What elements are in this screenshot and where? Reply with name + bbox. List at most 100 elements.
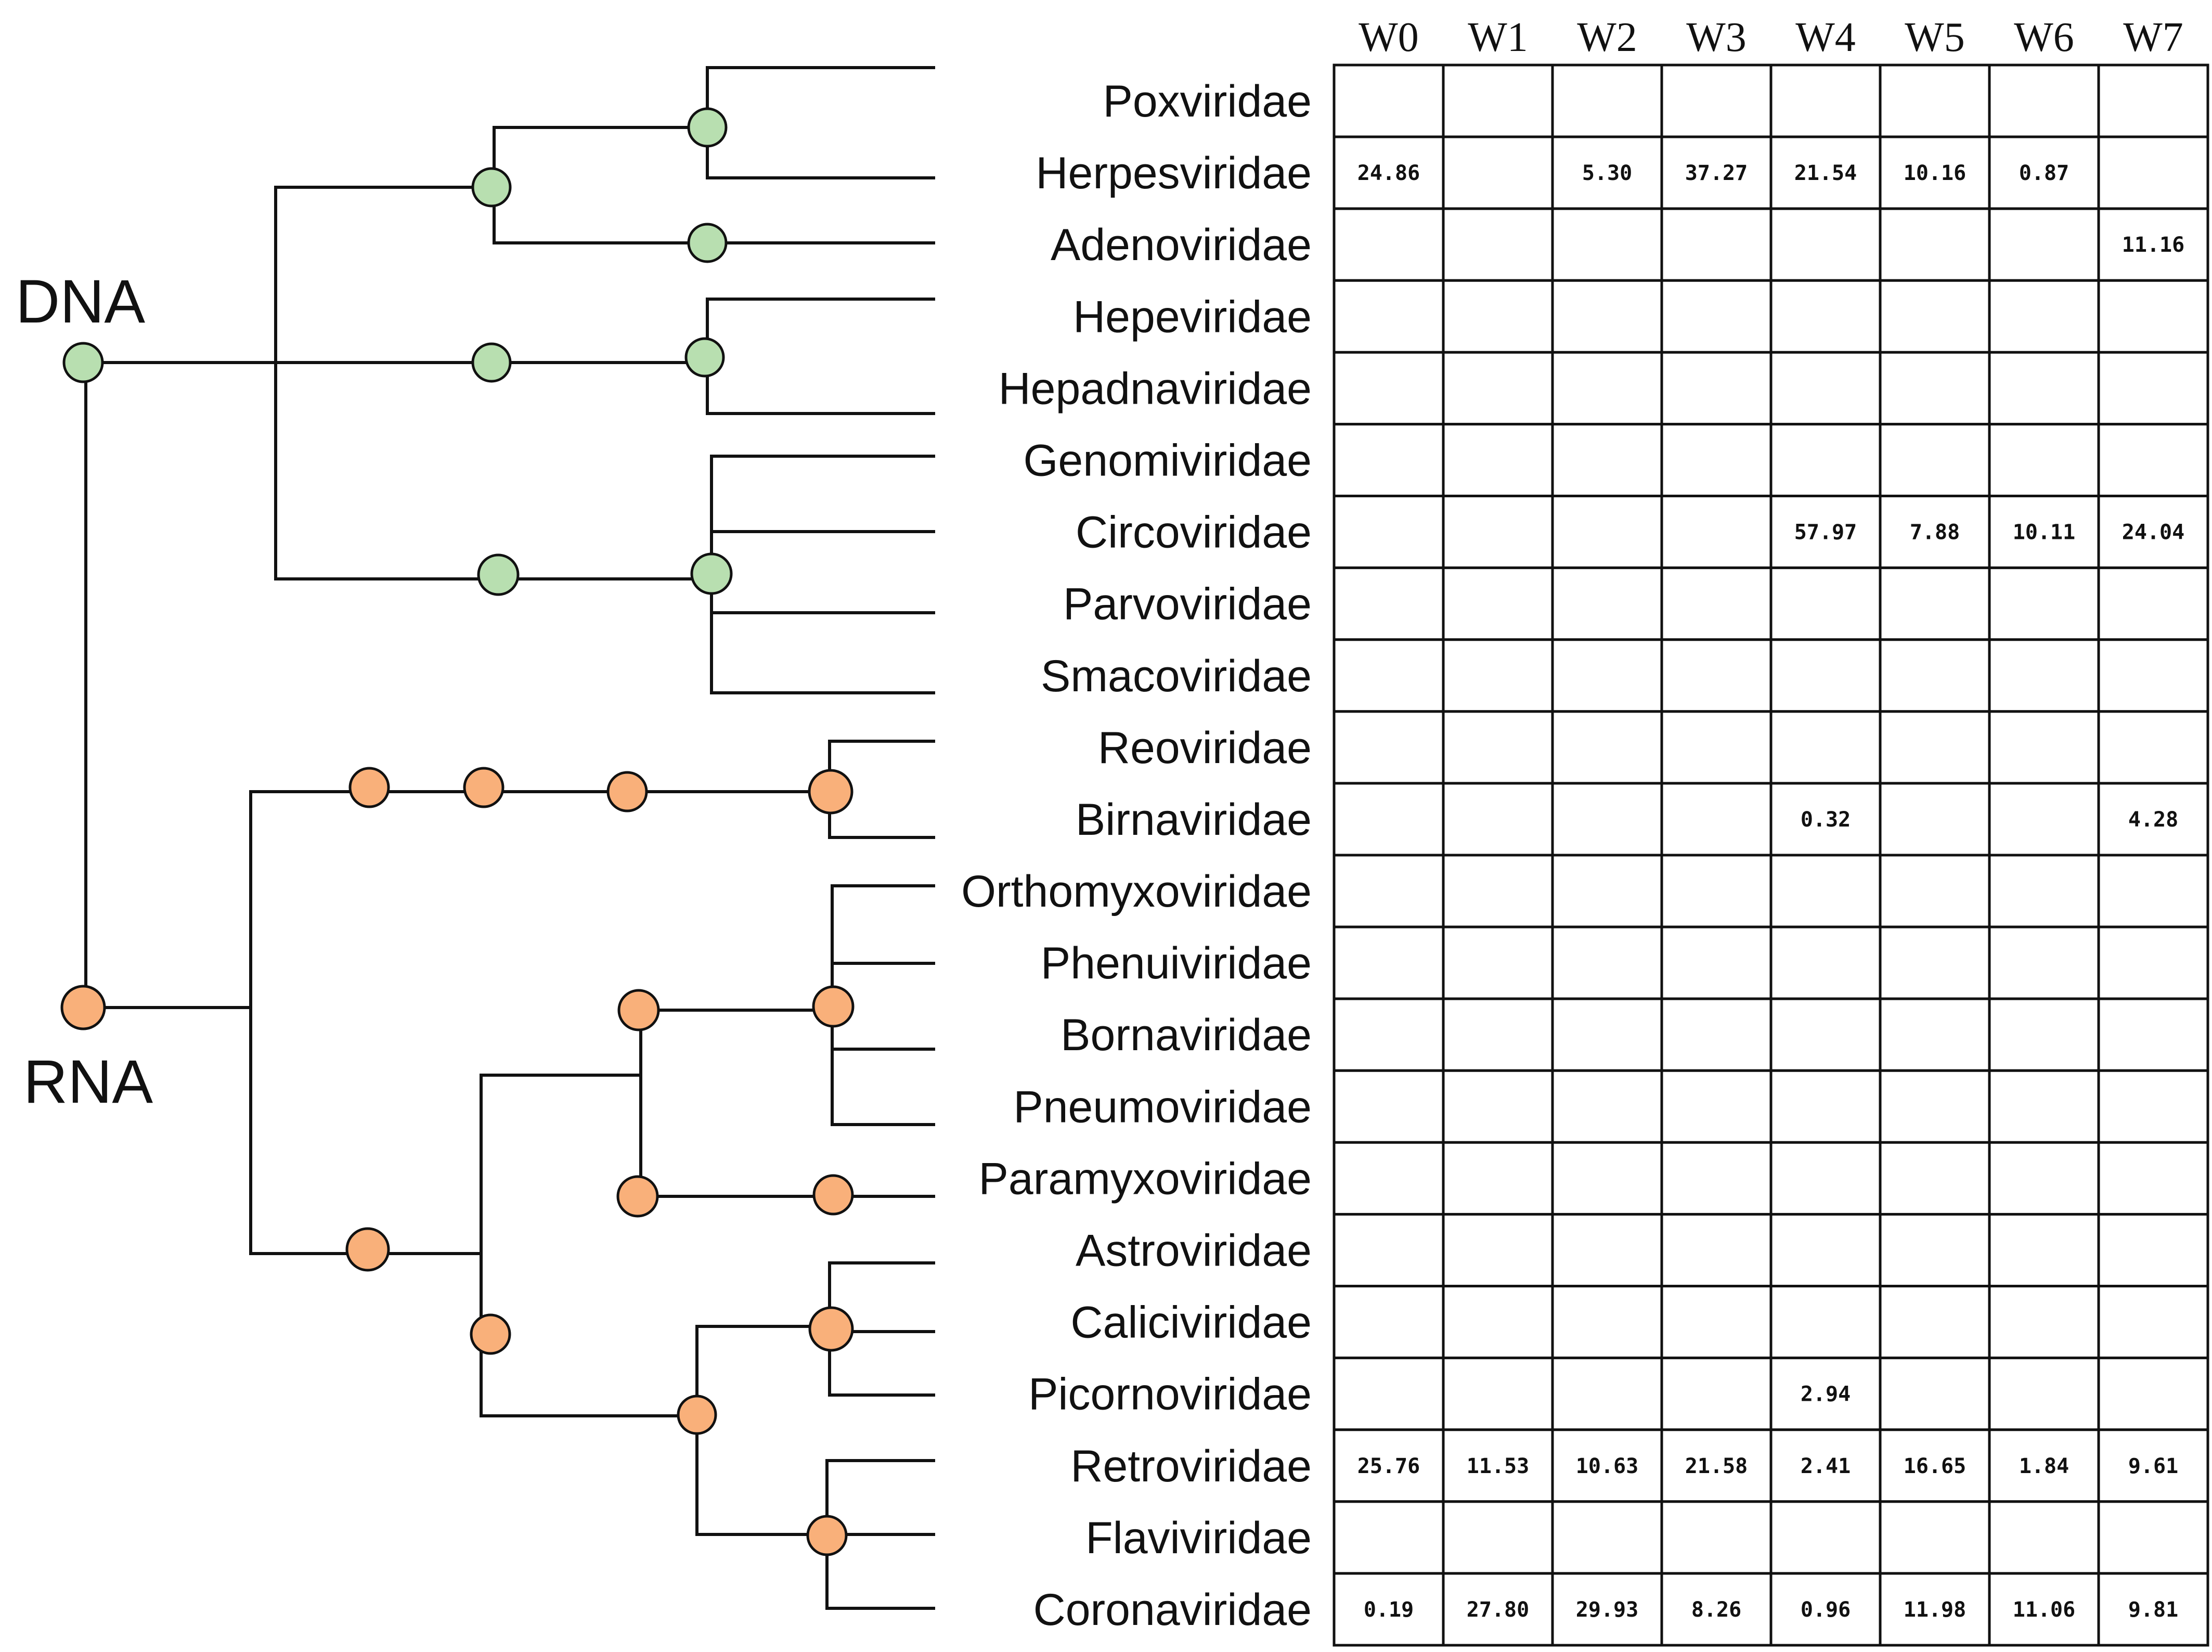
cell-value-label: 24.86 bbox=[1357, 161, 1420, 185]
heatmap-cell bbox=[1879, 997, 1991, 1072]
tree-node bbox=[677, 1395, 717, 1435]
heatmap-cell bbox=[1551, 1500, 1663, 1575]
family-label-phenuiviridae: Phenuiviridae bbox=[1041, 938, 1312, 988]
heatmap-cell bbox=[1442, 1141, 1554, 1216]
heatmap-cell bbox=[1660, 1572, 1773, 1647]
heatmap-cell bbox=[1442, 1572, 1554, 1647]
column-label-w3: W3 bbox=[1686, 15, 1747, 60]
heatmap-cell bbox=[1442, 63, 1554, 138]
tree-node bbox=[345, 1227, 390, 1272]
heatmap-cell bbox=[1769, 854, 1882, 928]
family-labels: Poxviridae Herpesviridae Adenoviridae Hepev… bbox=[961, 76, 1312, 1635]
cell-value-label: 11.16 bbox=[2122, 233, 2184, 257]
heatmap-cell bbox=[1769, 1212, 1882, 1288]
heatmap-cell bbox=[1333, 1428, 1445, 1503]
heatmap-cell bbox=[1769, 1500, 1882, 1575]
heatmap-cell bbox=[1442, 279, 1554, 354]
tree-node bbox=[687, 107, 728, 148]
heatmap-cell bbox=[1879, 495, 1991, 570]
family-label-caliciviridae: Caliciviridae bbox=[1070, 1298, 1312, 1348]
cell-value-label: 57.97 bbox=[1794, 521, 1857, 545]
tree-node bbox=[808, 1306, 854, 1352]
heatmap-cell bbox=[1660, 1069, 1773, 1144]
cell-value-label: 95.39 bbox=[2013, 808, 2075, 832]
heatmap-cell bbox=[1879, 135, 1991, 210]
heatmap-cell bbox=[1333, 63, 1445, 138]
heatmap-cell bbox=[1879, 638, 1991, 713]
cell-value-label: 21.54 bbox=[1794, 161, 1857, 185]
column-label-w7: W7 bbox=[2123, 15, 2183, 60]
heatmap-cell bbox=[1879, 279, 1991, 354]
heatmap-cell bbox=[1551, 422, 1663, 498]
cell-value-label: 0.32 bbox=[1801, 808, 1851, 832]
cell-value-label: 0.96 bbox=[1801, 1598, 1851, 1622]
heatmap-cell bbox=[1769, 925, 1882, 1000]
heatmap-cell bbox=[1769, 997, 1882, 1072]
heatmap-cell bbox=[2097, 1357, 2209, 1431]
heatmap-cell bbox=[1769, 1285, 1882, 1360]
cell-value-label: 27.80 bbox=[1467, 1598, 1529, 1622]
heatmap-cell bbox=[1551, 351, 1663, 425]
heatmap-cell bbox=[1879, 63, 1991, 138]
heatmap-cell bbox=[2097, 1141, 2209, 1216]
heatmap-cell bbox=[1660, 925, 1773, 1000]
heatmap-cell bbox=[1333, 351, 1445, 425]
heatmap-cell bbox=[1769, 422, 1882, 498]
tree-node bbox=[60, 985, 106, 1030]
heatmap-cell bbox=[1660, 1357, 1773, 1431]
heatmap-cell bbox=[1660, 1285, 1773, 1360]
column-label-w6: W6 bbox=[2014, 15, 2074, 60]
family-label-hepadnaviridae: Hepadnaviridae bbox=[999, 364, 1312, 414]
cell-value-label: 29.93 bbox=[1576, 1598, 1638, 1622]
cell-value-label: 37.27 bbox=[1685, 161, 1748, 185]
cell-value-label: 0.19 bbox=[1364, 1598, 1414, 1622]
heatmap-cell bbox=[1551, 207, 1663, 282]
family-label-astroviridae: Astroviridae bbox=[1076, 1226, 1312, 1276]
heatmap-cell bbox=[1988, 1572, 2100, 1647]
heatmap-cell bbox=[1551, 63, 1663, 138]
tree-node bbox=[471, 342, 512, 383]
heatmap-cell bbox=[1879, 925, 1991, 1000]
heatmap-cell bbox=[1988, 710, 2100, 785]
heatmap-cell bbox=[1769, 1069, 1882, 1144]
heatmap-cell bbox=[1333, 1212, 1445, 1288]
column-label-w0: W0 bbox=[1359, 15, 1419, 60]
heatmap-cell bbox=[1988, 854, 2100, 928]
heatmap-cell bbox=[2097, 279, 2209, 354]
heatmap-cell bbox=[1442, 925, 1554, 1000]
family-label-picornoviridae: Picornoviridae bbox=[1028, 1370, 1312, 1419]
heatmap-cell bbox=[1879, 1428, 1991, 1503]
heatmap-cell bbox=[2097, 925, 2209, 1000]
cell-value-label: 9.61 bbox=[2128, 1454, 2178, 1478]
heatmap-cell bbox=[1660, 495, 1773, 570]
rna-root-label: RNA bbox=[23, 1048, 153, 1116]
heatmap-cell bbox=[1442, 1500, 1554, 1575]
cell-value-label: 11.53 bbox=[1467, 1454, 1529, 1478]
heatmap-cell bbox=[1551, 925, 1663, 1000]
heatmap-cell bbox=[2097, 710, 2209, 785]
heatmap-cell bbox=[1879, 1357, 1991, 1431]
tree-node bbox=[812, 985, 855, 1028]
family-label-reoviridae: Reoviridae bbox=[1098, 723, 1312, 773]
heatmap-cell bbox=[1988, 638, 2100, 713]
heatmap-cell bbox=[1442, 495, 1554, 570]
heatmap-cell bbox=[2097, 997, 2209, 1072]
heatmap-cell bbox=[1551, 710, 1663, 785]
heatmap-cell bbox=[2097, 351, 2209, 425]
heatmap-cell bbox=[1333, 1357, 1445, 1431]
heatmap-cell bbox=[1551, 1141, 1663, 1216]
heatmap-cell bbox=[1442, 1069, 1554, 1144]
tree-node bbox=[687, 223, 728, 263]
heatmap-cell bbox=[2097, 1285, 2209, 1360]
cell-value-label: 9.81 bbox=[2128, 1598, 2178, 1622]
heatmap-cell bbox=[1551, 638, 1663, 713]
heatmap-cell bbox=[1551, 135, 1663, 210]
heatmap-cell bbox=[1988, 495, 2100, 570]
cell-value-label: 10.11 bbox=[2013, 521, 2075, 545]
heatmap-cell bbox=[1660, 351, 1773, 425]
heatmap-cell bbox=[1551, 1572, 1663, 1647]
tree-node bbox=[690, 552, 733, 595]
heatmap-cell bbox=[1769, 566, 1882, 641]
heatmap-cell bbox=[1660, 638, 1773, 713]
heatmap-cell bbox=[1660, 422, 1773, 498]
